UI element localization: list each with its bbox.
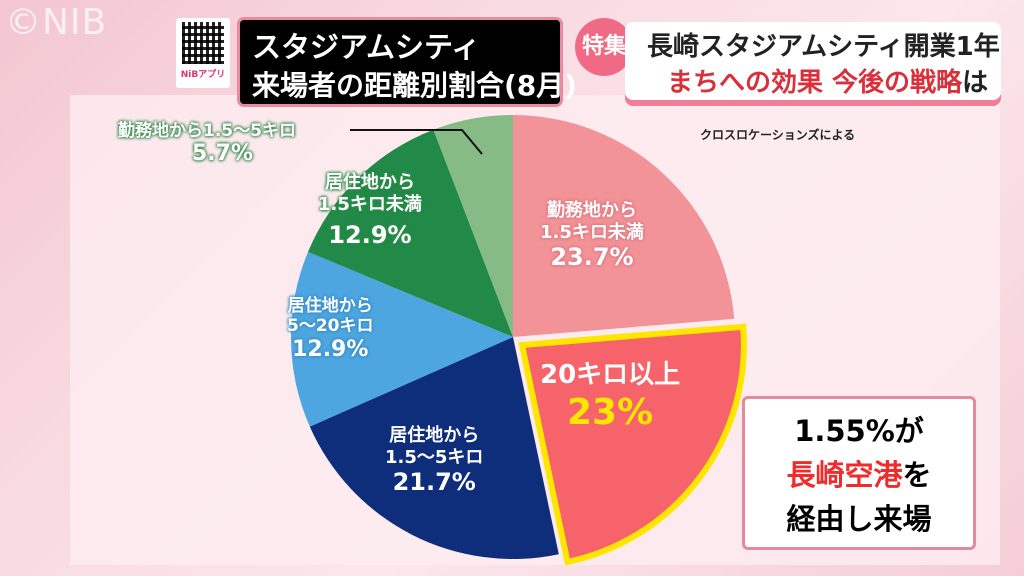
note-line1: 1.55%が	[794, 414, 924, 448]
label-residence-5-to-20km: 居住地から 5〜20キロ 12.9%	[287, 296, 374, 362]
qr-code-icon	[182, 22, 224, 64]
label-work-under-1-5km: 勤務地から 1.5キロ未満 23.7%	[540, 200, 644, 272]
airport-note: 1.55%が 長崎空港を 経由し来場	[742, 396, 976, 550]
slice-work-1-5-to-5km	[433, 114, 513, 337]
label-residence-under-1-5km: 居住地から 1.5キロ未満 12.9%	[318, 172, 422, 250]
slice-over-20km	[518, 323, 747, 566]
headline-banner: 長崎スタジアムシティ開業1年 まちへの効果 今後の戦略は	[625, 22, 1001, 100]
chart-title-line2: 来場者の距離別割合(8月)	[252, 69, 578, 102]
label-over-20km: 20キロ以上 23%	[540, 360, 681, 434]
callout-leader-line	[350, 129, 483, 155]
headline-line1: 長崎スタジアムシティ開業1年	[647, 32, 1000, 62]
chart-title-line1: スタジアムシティ	[252, 30, 481, 64]
note-line3: 経由し来場	[786, 502, 932, 536]
headline-red-text: まちへの効果 今後の戦略	[667, 68, 963, 98]
feature-tag: 特集	[575, 18, 633, 76]
label-work-1-5-to-5km: 勤務地から1.5〜5キロ 5.7%	[118, 121, 296, 166]
headline-line2: まちへの効果 今後の戦略は	[667, 62, 988, 99]
slice-residence-under-1-5km	[308, 129, 513, 337]
app-label: NiBアプリ	[180, 70, 226, 80]
slice-work-under-1-5km	[513, 115, 735, 337]
note-line2: 長崎空港を	[786, 458, 932, 492]
label-residence-1-5-to-5km: 居住地から 1.5〜5キロ 21.7%	[385, 425, 484, 497]
slice-residence-5-to-20km	[290, 251, 513, 427]
headline-black-text: は	[962, 68, 989, 98]
app-qr-badge[interactable]: NiBアプリ	[176, 18, 230, 88]
source-note: クロスロケーションズによる	[700, 128, 856, 142]
chart-title: スタジアムシティ 来場者の距離別割合(8月)	[240, 20, 577, 104]
watermark: ©NIB	[5, 2, 108, 43]
slice-residence-1-5-to-5km	[309, 337, 559, 559]
